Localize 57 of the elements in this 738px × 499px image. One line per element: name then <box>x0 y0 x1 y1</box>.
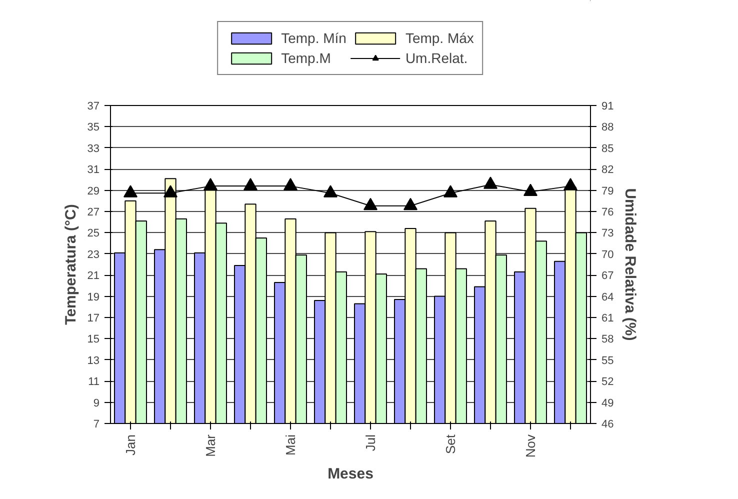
y-tick-label: 23 <box>87 248 100 261</box>
y2-tick-label: 79 <box>602 185 614 198</box>
point <box>124 185 138 198</box>
y2-tick-label: 85 <box>602 142 614 155</box>
x-tick-label: Set <box>443 434 458 454</box>
y2-tick-label: 58 <box>602 334 614 346</box>
y-tick-label: 27 <box>87 206 100 218</box>
x-tick-label: Jul <box>363 434 378 452</box>
point <box>364 198 378 210</box>
x-tick-label: Mai <box>283 434 298 456</box>
y-tick-label: 7 <box>93 418 100 430</box>
y-tick-label: 17 <box>87 312 100 324</box>
x-tick-label: Mar <box>203 434 218 457</box>
legend-label: Um.Relat. <box>405 50 468 66</box>
point <box>324 185 338 198</box>
point <box>404 198 418 210</box>
point <box>564 178 578 190</box>
y-tick-label: 9 <box>93 397 100 410</box>
y2-tick-label: 52 <box>602 376 614 388</box>
y2-tick-label: 64 <box>602 291 614 304</box>
y-tick-label: 37 <box>87 100 100 112</box>
y-tick-label: 15 <box>87 334 100 346</box>
legend-label: Temp.M <box>281 50 331 66</box>
point <box>444 185 458 198</box>
point <box>284 178 298 190</box>
x-tick-label: Nov <box>523 434 538 458</box>
y-tick-label: 13 <box>87 354 100 367</box>
y2-tick-label: 46 <box>602 418 614 430</box>
y-tick-label: 19 <box>87 291 100 304</box>
y2-tick-label: 91 <box>602 100 614 112</box>
y2-tick-label: 82 <box>602 164 614 176</box>
legend-label: Temp. Máx <box>405 30 474 46</box>
point <box>524 184 538 196</box>
y-tick-label: 31 <box>87 164 100 176</box>
y2-tick-label: 76 <box>602 206 614 218</box>
legend-label: Temp. Mín <box>281 30 346 46</box>
y-tick-label: 11 <box>88 376 100 388</box>
y-tick-label: 29 <box>87 185 100 198</box>
y2-tick-label: 61 <box>602 312 614 324</box>
y2-tick-label: 49 <box>602 397 614 410</box>
y-axis-title: Temperatura (°C) <box>62 204 80 325</box>
x-tick-label: Jan <box>123 434 138 456</box>
y-tick-label: 25 <box>87 228 100 240</box>
point <box>244 178 258 190</box>
y2-tick-label: 55 <box>602 354 614 367</box>
point <box>484 176 498 189</box>
point <box>204 178 218 190</box>
y-tick-label: 21 <box>87 270 100 282</box>
y2-tick-label: 73 <box>602 228 614 240</box>
point <box>164 185 178 198</box>
y2-tick-label: 67 <box>602 270 614 282</box>
y2-tick-label: 88 <box>602 122 614 134</box>
y2-tick-label: 70 <box>602 248 614 261</box>
x-axis-title: Meses <box>328 466 374 483</box>
y2-axis-title: Umidade Relativa (%) <box>622 188 639 341</box>
y-tick-label: 35 <box>87 122 100 134</box>
y-tick-label: 33 <box>87 142 100 155</box>
